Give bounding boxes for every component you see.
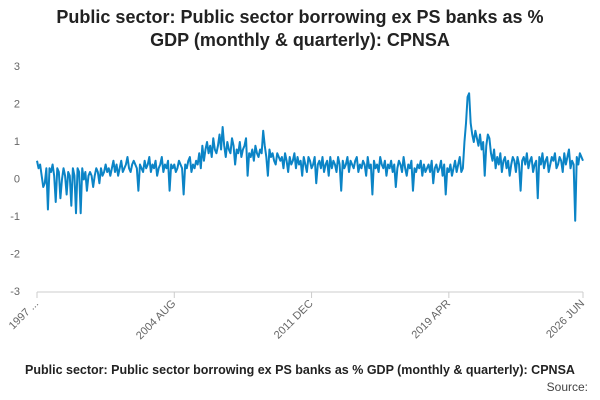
y-tick-label: -1 (10, 211, 20, 223)
y-tick-label: -2 (10, 248, 20, 260)
y-tick-label: 3 (14, 61, 20, 73)
x-tick-label: 2004 AUG (134, 298, 178, 342)
y-tick-label: 2 (14, 98, 20, 110)
y-tick-label: -3 (10, 286, 20, 298)
x-tick-label: 2026 JUN (544, 298, 587, 341)
x-tick-label: 2019 APR (409, 298, 453, 342)
source: Source: (546, 380, 588, 394)
x-tick-label: 2011 DEC (272, 298, 316, 342)
y-tick-label: 1 (14, 136, 20, 148)
line (36, 92, 584, 222)
chart-title: Public sector: Public sector borrowing e… (56, 7, 544, 50)
chart: -3 -2 -1 0 1 2 3 1997 ... 2004 AUG 2011 DEC 2019 A… (7, 61, 587, 342)
caption: Public sector: Public sector borrowing e… (25, 363, 575, 377)
x-tick-label: 1997 ... (7, 298, 41, 332)
y-tick-label: 0 (14, 173, 20, 185)
